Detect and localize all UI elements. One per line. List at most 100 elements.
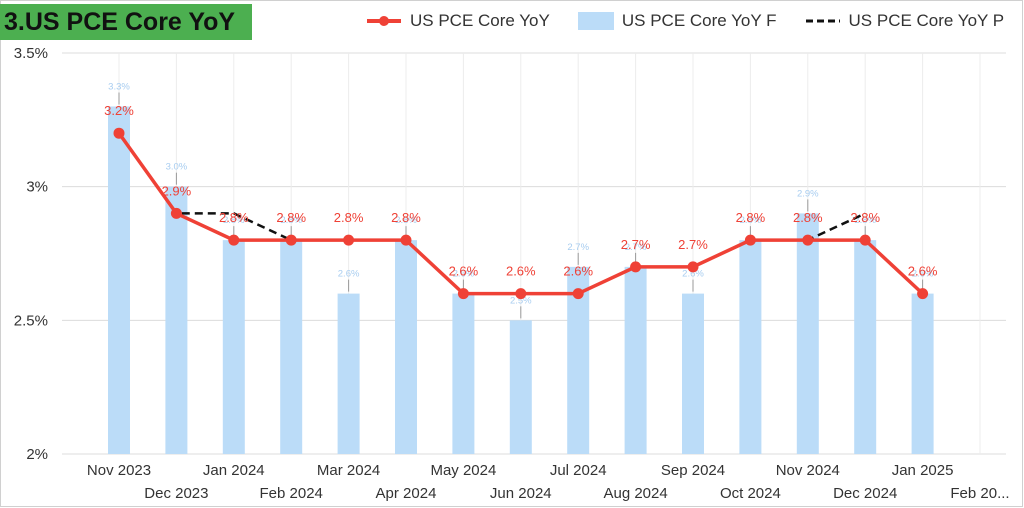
point-label-5: 2.8% — [391, 210, 421, 225]
x-tick-label-4: Mar 2024 — [317, 462, 380, 479]
line-layer — [113, 127, 929, 300]
bar-label-13: 2.8% — [854, 215, 876, 226]
y-tick-label-0: 2% — [26, 446, 48, 463]
x-tick-label-14: Jan 2025 — [892, 462, 954, 479]
legend: US PCE Core YoY US PCE Core YoY F US PCE… — [366, 6, 1004, 36]
bar-label-0: 3.3% — [108, 81, 130, 92]
point-label-9: 2.7% — [621, 237, 651, 252]
bar-label-5: 2.8% — [395, 215, 417, 226]
bar-10 — [682, 293, 704, 454]
bar-11 — [739, 240, 762, 454]
bar-13 — [854, 240, 877, 454]
x-tick-label-3: Feb 2024 — [260, 485, 323, 502]
legend-item-line: US PCE Core YoY — [366, 11, 550, 31]
y-tick-label-2: 3% — [26, 179, 48, 196]
point-label-6: 2.6% — [449, 264, 479, 279]
bar-label-2: 2.8% — [223, 215, 245, 226]
point-10 — [687, 261, 699, 273]
x-tick-label-2: Jan 2024 — [203, 462, 265, 479]
point-12 — [802, 234, 814, 246]
x-tick-label-6: May 2024 — [430, 462, 496, 479]
bar-3 — [280, 240, 303, 454]
x-tick-label-0: Nov 2023 — [87, 462, 151, 479]
x-axis-ticks: Nov 2023 Dec 2023 Jan 2024 Feb 2024 Mar 2024… — [87, 462, 1010, 502]
bar-label-7: 2.5% — [510, 295, 532, 306]
point-8 — [572, 288, 584, 300]
legend-label-bar: US PCE Core YoY F — [621, 11, 777, 30]
bar-7 — [509, 320, 532, 454]
bar-9 — [624, 266, 647, 454]
point-label-10: 2.7% — [678, 237, 708, 252]
point-0 — [113, 127, 125, 139]
bar-label-6: 2.6% — [453, 269, 475, 280]
legend-swatch-line — [367, 16, 401, 26]
point-7 — [515, 288, 527, 300]
chart-title: 3.US PCE Core YoY — [0, 4, 252, 40]
point-label-8: 2.6% — [563, 264, 593, 279]
legend-swatch-bar — [577, 12, 614, 30]
x-tick-label-12: Nov 2024 — [776, 462, 840, 479]
bar-label-1: 3.0% — [166, 162, 188, 173]
bar-14 — [911, 293, 934, 454]
bar-label-10: 2.6% — [682, 269, 704, 280]
bar-1 — [165, 186, 188, 454]
bar-label-11: 2.8% — [740, 215, 762, 226]
point-label-14: 2.6% — [908, 264, 938, 279]
point-label-4: 2.8% — [334, 210, 364, 225]
bar-5 — [395, 240, 417, 454]
point-5 — [400, 234, 412, 246]
bar-label-12: 2.9% — [797, 188, 819, 199]
point-label-11: 2.8% — [736, 210, 766, 225]
point-4 — [343, 234, 355, 246]
bar-layer — [108, 106, 934, 454]
bar-12 — [796, 213, 819, 454]
bar-label-layer: 3.3% 3.0% 2.8% 2.8% 2.6% 2.8% 2.6% 2.5% 2.7% 2.7%… — [108, 81, 934, 306]
bar-6 — [452, 293, 475, 454]
point-13 — [859, 234, 871, 246]
point-14 — [917, 288, 929, 300]
x-tick-label-10: Sep 2024 — [661, 462, 725, 479]
point-label-13: 2.8% — [850, 210, 880, 225]
point-label-0: 3.2% — [104, 103, 134, 118]
x-tick-label-15: Feb 20... — [950, 485, 1009, 502]
bar-label-8: 2.7% — [567, 242, 589, 253]
x-tick-label-5: Apr 2024 — [376, 485, 437, 502]
point-label-2: 2.8% — [219, 210, 249, 225]
legend-swatch-dashed — [805, 19, 840, 23]
point-label-12: 2.8% — [793, 210, 823, 225]
y-axis-ticks: 2% 2.5% 3% 3.5% — [14, 45, 48, 463]
point-1 — [170, 207, 182, 219]
bar-8 — [567, 266, 590, 454]
bar-label-3: 2.8% — [280, 215, 302, 226]
x-tick-label-9: Aug 2024 — [603, 485, 667, 502]
bar-label-14: 2.6% — [912, 269, 934, 280]
point-11 — [744, 234, 756, 246]
bar-2 — [222, 240, 245, 454]
legend-label-dashed: US PCE Core YoY P — [848, 11, 1005, 30]
bar-label-4: 2.6% — [338, 269, 360, 280]
bar-0 — [108, 106, 130, 454]
y-tick-label-3: 3.5% — [14, 45, 48, 62]
bar-4 — [337, 293, 360, 454]
legend-item-dashed: US PCE Core YoY P — [805, 11, 1005, 31]
x-tick-label-8: Jul 2024 — [550, 462, 607, 479]
point-3 — [285, 234, 297, 246]
point-6 — [457, 288, 469, 300]
line-label-layer: 3.2% 2.9% 2.8% 2.8% 2.8% 2.8% 2.6% 2.6% 2.6% 2.7%… — [104, 103, 938, 278]
point-label-7: 2.6% — [506, 264, 536, 279]
x-tick-label-1: Dec 2023 — [144, 485, 208, 502]
legend-item-bar: US PCE Core YoY F — [577, 11, 777, 31]
point-label-3: 2.8% — [276, 210, 306, 225]
x-tick-label-11: Oct 2024 — [720, 485, 781, 502]
x-tick-label-13: Dec 2024 — [833, 485, 897, 502]
point-2 — [228, 234, 240, 246]
bar-label-9: 2.7% — [625, 242, 647, 253]
point-9 — [630, 261, 642, 273]
x-tick-label-7: Jun 2024 — [490, 485, 552, 502]
point-label-1: 2.9% — [162, 183, 192, 198]
legend-label-line: US PCE Core YoY — [410, 11, 550, 30]
y-tick-label-1: 2.5% — [14, 312, 48, 329]
